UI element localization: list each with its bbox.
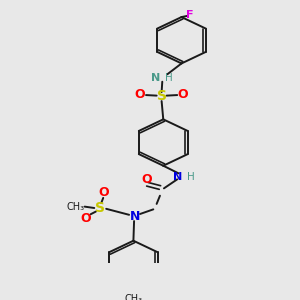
Text: CH₃: CH₃	[67, 202, 85, 212]
Text: CH₃: CH₃	[124, 293, 142, 300]
Text: O: O	[178, 88, 188, 101]
Text: O: O	[98, 187, 109, 200]
Text: F: F	[186, 10, 194, 20]
Text: N: N	[152, 74, 160, 83]
Text: N: N	[173, 172, 182, 182]
Text: N: N	[130, 210, 140, 223]
Text: S: S	[95, 201, 105, 215]
Text: H: H	[165, 74, 173, 83]
Text: O: O	[135, 88, 146, 101]
Text: S: S	[157, 89, 166, 103]
Text: O: O	[80, 212, 91, 225]
Text: H: H	[187, 172, 195, 182]
Text: O: O	[141, 173, 152, 186]
